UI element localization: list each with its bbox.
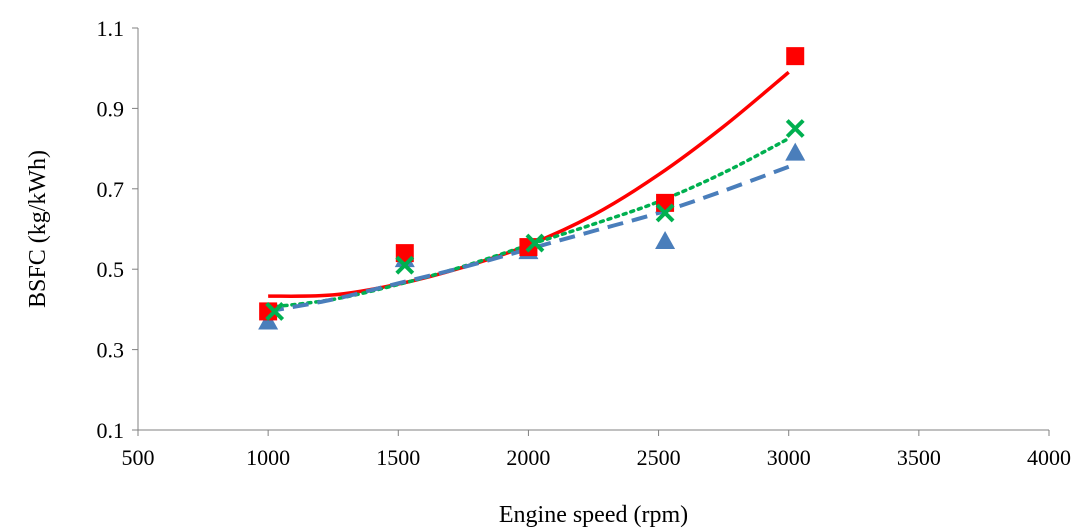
data-point-cross bbox=[655, 203, 675, 223]
data-point-cross bbox=[525, 233, 545, 253]
plot-area bbox=[258, 47, 806, 330]
x-tick-labels: 500 1000 1500 2000 2500 3000 3500 4000 bbox=[122, 430, 1071, 470]
x-tick-label: 3000 bbox=[767, 445, 811, 470]
data-point-triangle bbox=[655, 231, 676, 250]
trendline-cross bbox=[266, 136, 791, 310]
data-point-cross bbox=[265, 301, 285, 321]
x-tick-label: 500 bbox=[122, 445, 155, 470]
y-tick-labels: 0.1 0.3 0.5 0.7 0.9 1.1 bbox=[97, 16, 138, 443]
data-point-cross bbox=[785, 119, 805, 138]
y-tick-label: 0.9 bbox=[97, 96, 125, 121]
data-point-triangle bbox=[785, 142, 806, 161]
y-tick-label: 0.7 bbox=[97, 177, 125, 202]
x-tick-label: 2000 bbox=[506, 445, 550, 470]
x-tick-label: 1500 bbox=[376, 445, 420, 470]
x-axis-title: Engine speed (rpm) bbox=[499, 502, 688, 528]
y-tick-label: 1.1 bbox=[97, 16, 125, 41]
y-tick-label: 0.1 bbox=[97, 418, 125, 443]
x-tick-label: 3500 bbox=[897, 445, 941, 470]
x-tick-label: 1000 bbox=[246, 445, 290, 470]
trendline-triangle bbox=[267, 164, 790, 314]
y-axis-title: BSFC (kg/kWh) bbox=[25, 150, 51, 308]
data-point-square bbox=[395, 244, 414, 263]
data-point-cross bbox=[395, 255, 415, 275]
data-point-square bbox=[786, 47, 805, 66]
y-tick-label: 0.3 bbox=[97, 338, 125, 363]
x-tick-label: 4000 bbox=[1027, 445, 1071, 470]
trendline-square bbox=[268, 70, 790, 298]
y-tick-label: 0.5 bbox=[97, 257, 125, 282]
x-tick-label: 2500 bbox=[637, 445, 681, 470]
